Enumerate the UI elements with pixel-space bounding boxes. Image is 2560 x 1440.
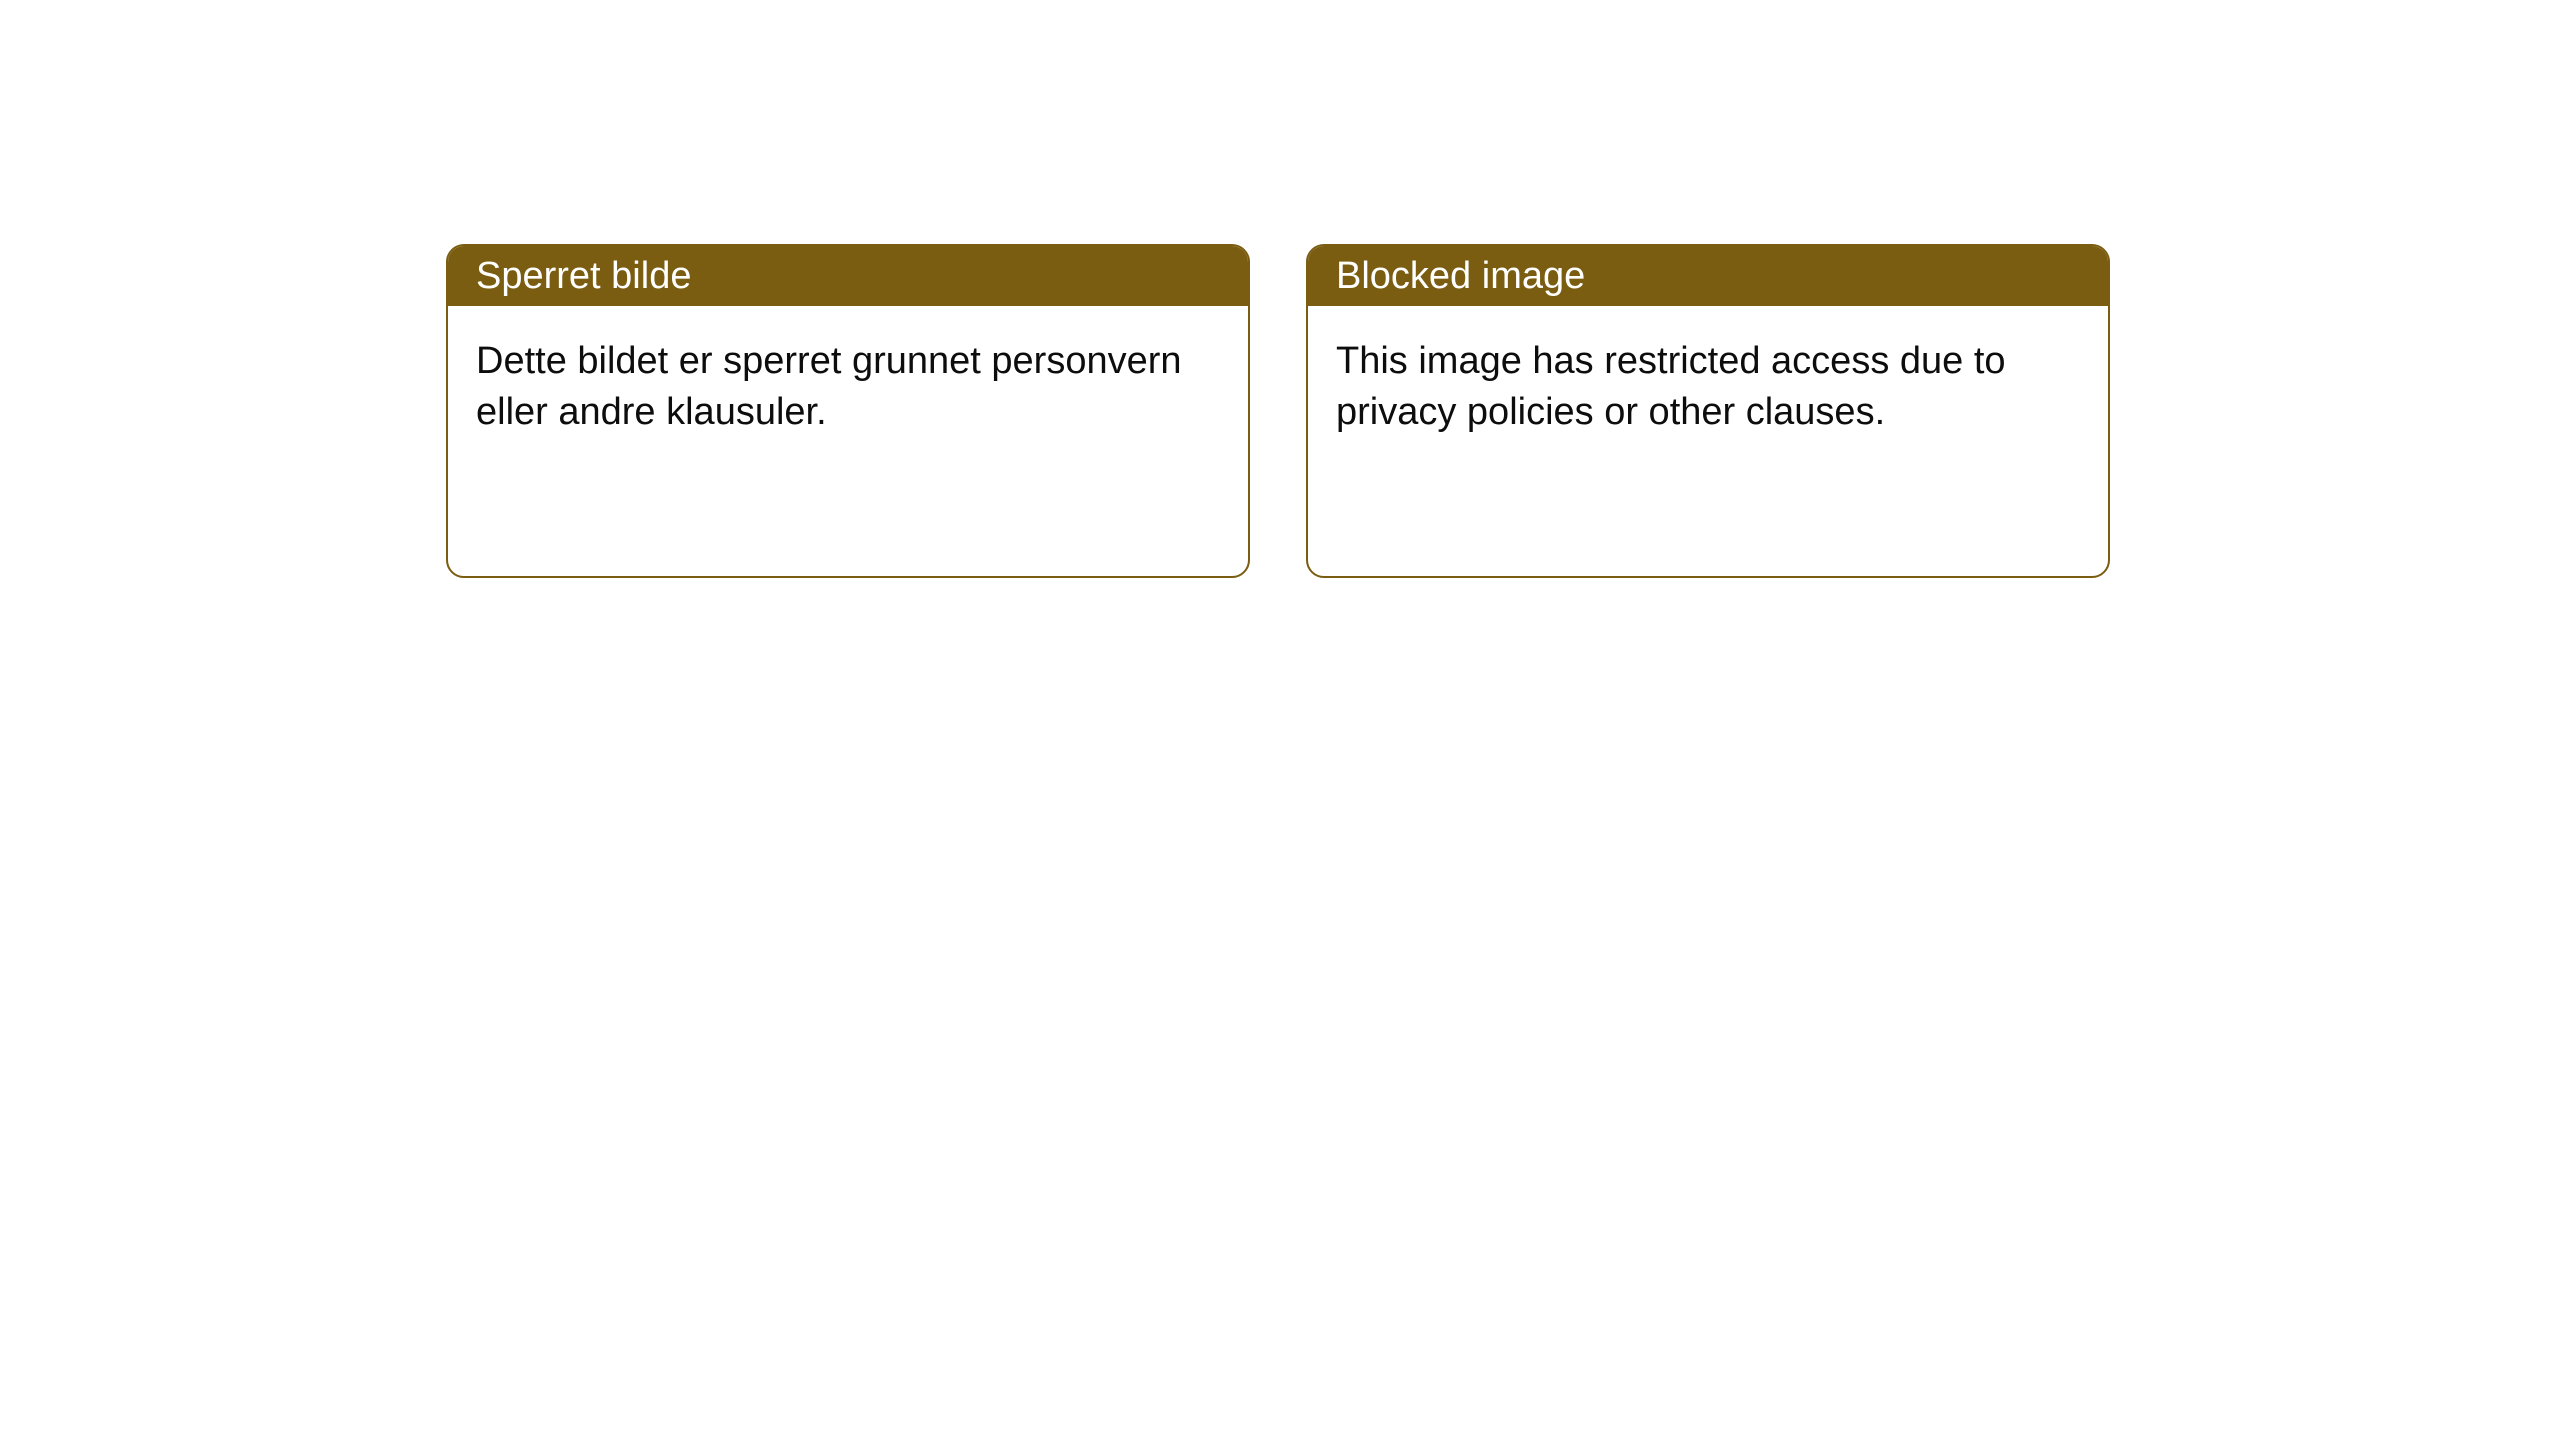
notice-message: This image has restricted access due to … [1336,340,2006,433]
notice-body: Dette bildet er sperret grunnet personve… [448,306,1248,469]
notice-title: Blocked image [1336,255,1585,298]
notice-header: Sperret bilde [448,246,1248,306]
notice-card-norwegian: Sperret bilde Dette bildet er sperret gr… [446,244,1250,578]
notice-message: Dette bildet er sperret grunnet personve… [476,340,1182,433]
notice-title: Sperret bilde [476,255,691,298]
notice-body: This image has restricted access due to … [1308,306,2108,469]
notice-header: Blocked image [1308,246,2108,306]
notice-card-english: Blocked image This image has restricted … [1306,244,2110,578]
notice-container: Sperret bilde Dette bildet er sperret gr… [0,0,2560,578]
